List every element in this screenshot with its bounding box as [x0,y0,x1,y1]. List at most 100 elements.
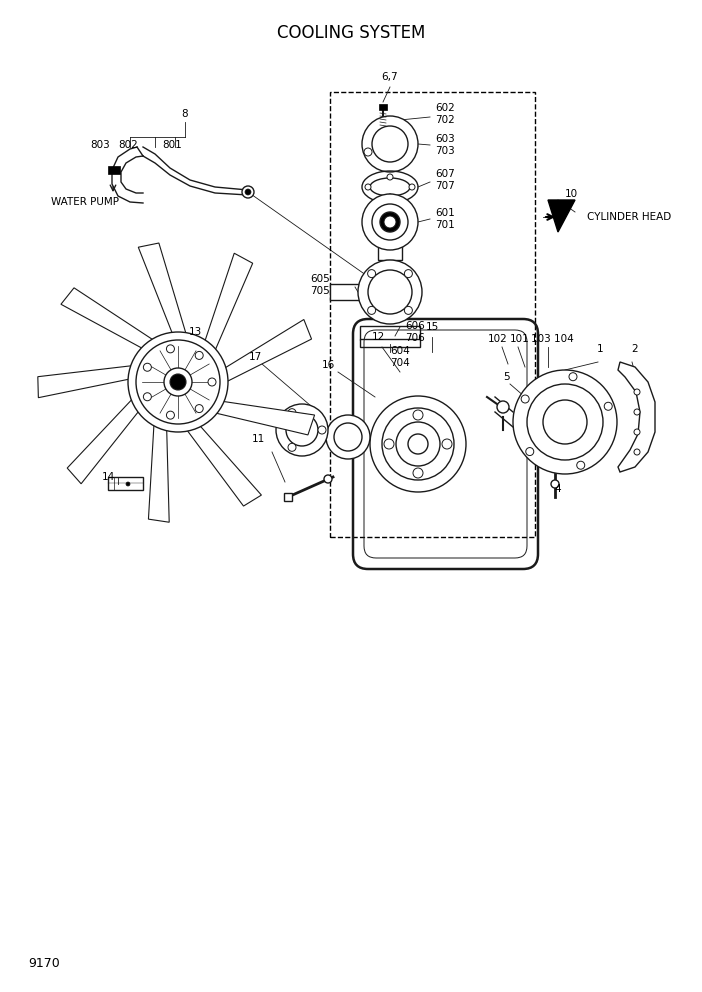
Text: 8: 8 [182,109,188,119]
Circle shape [409,184,415,190]
Polygon shape [138,243,193,358]
Circle shape [384,216,396,228]
Polygon shape [198,253,253,373]
Circle shape [288,443,296,451]
Circle shape [334,423,362,451]
Polygon shape [38,363,157,398]
Text: 4: 4 [555,484,562,494]
Circle shape [372,204,408,240]
Bar [360,326,420,340]
Text: WATER PUMP: WATER PUMP [51,197,119,207]
Polygon shape [192,399,314,434]
Text: 14: 14 [101,472,114,482]
Bar [108,477,143,490]
Text: 801: 801 [162,140,182,150]
Circle shape [364,148,372,156]
Circle shape [370,396,466,492]
Circle shape [368,307,376,314]
Text: 16: 16 [322,360,335,370]
Circle shape [276,404,328,456]
Circle shape [368,270,412,314]
Bar [330,92,535,537]
Circle shape [569,373,577,381]
Text: 6,7: 6,7 [382,72,398,82]
Bar [379,104,387,110]
Circle shape [368,270,376,278]
Circle shape [136,340,220,424]
Circle shape [634,409,640,415]
Bar [330,284,360,300]
Circle shape [170,374,186,390]
Text: 10: 10 [565,189,578,199]
Circle shape [634,429,640,435]
Text: 9170: 9170 [28,957,60,970]
Text: 17: 17 [249,352,262,362]
Text: 5: 5 [503,372,510,382]
Polygon shape [67,381,152,484]
Text: CYLINDER HEAD: CYLINDER HEAD [587,212,671,222]
Circle shape [396,422,440,466]
Circle shape [634,389,640,395]
Circle shape [245,189,251,195]
Circle shape [521,395,529,403]
Polygon shape [108,166,120,174]
Circle shape [513,370,617,474]
Circle shape [166,345,174,353]
Text: 102: 102 [488,334,508,344]
Circle shape [413,468,423,478]
Circle shape [404,307,412,314]
Circle shape [387,194,393,200]
Polygon shape [61,288,174,358]
Text: 802: 802 [118,140,138,150]
Text: 604
704: 604 704 [390,346,410,368]
Text: 606
706: 606 706 [405,321,425,342]
Text: 15: 15 [425,322,439,332]
Circle shape [166,411,174,420]
Circle shape [382,408,454,480]
Circle shape [143,363,152,371]
Circle shape [413,410,423,420]
Circle shape [604,403,612,411]
Text: 12: 12 [371,332,385,342]
Polygon shape [618,362,655,472]
Circle shape [442,439,452,449]
Circle shape [286,414,318,446]
Circle shape [128,332,228,432]
Circle shape [126,482,130,486]
Circle shape [527,384,603,460]
Circle shape [358,260,422,324]
Circle shape [318,426,326,434]
Circle shape [526,447,534,455]
Circle shape [362,116,418,172]
Circle shape [384,439,394,449]
Text: COOLING SYSTEM: COOLING SYSTEM [277,24,425,42]
Circle shape [362,194,418,250]
Polygon shape [548,200,575,232]
Polygon shape [204,319,312,393]
Circle shape [404,270,412,278]
Text: 601
701: 601 701 [435,208,455,229]
Text: 607
707: 607 707 [435,170,455,190]
Text: 602
702: 602 702 [435,103,455,125]
Bar [376,124,404,144]
Circle shape [577,461,585,469]
Text: 103 104: 103 104 [531,334,574,344]
Circle shape [372,126,408,162]
Text: 13: 13 [188,327,201,337]
Circle shape [365,184,371,190]
Circle shape [324,475,332,483]
Circle shape [380,212,400,232]
Text: 803: 803 [90,140,110,150]
Circle shape [288,409,296,417]
Text: 11: 11 [251,434,265,444]
Text: 101: 101 [510,334,530,344]
Bar [378,230,402,260]
Circle shape [543,400,587,444]
Text: 605
705: 605 705 [310,275,330,296]
Text: 1: 1 [597,344,603,354]
Circle shape [195,405,203,413]
Circle shape [208,378,216,386]
Circle shape [326,415,370,459]
Polygon shape [172,410,261,506]
Text: 603
703: 603 703 [435,134,455,156]
